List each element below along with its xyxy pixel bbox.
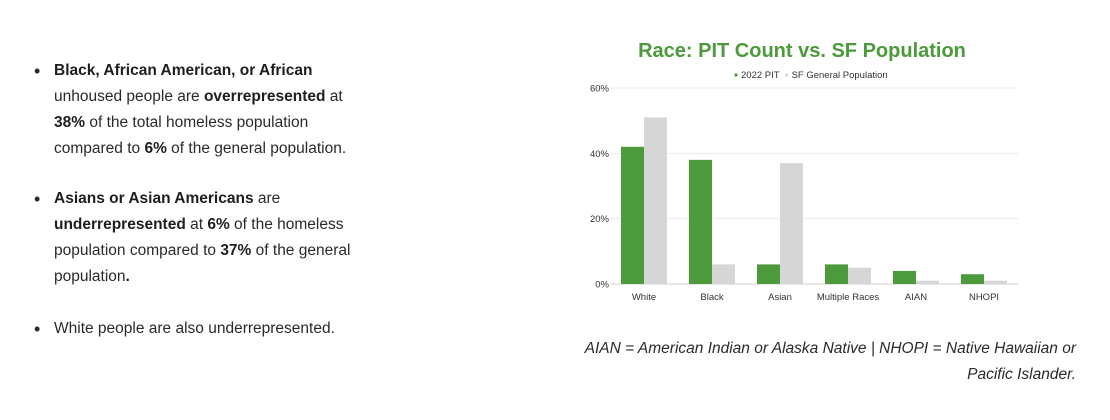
x-tick-label: AIAN: [905, 292, 927, 303]
bullet-black-overrepresented: Black, African American, or African unho…: [34, 58, 374, 162]
bar: [893, 270, 916, 284]
chart-gridlines: [610, 87, 1018, 285]
bullet-text-part: Black, African American, or African: [54, 62, 313, 79]
bullet-asian-underrepresented: Asians or Asian Americans are underrepre…: [34, 186, 374, 290]
y-axis-ticks: 0% 20% 40% 60%: [590, 84, 610, 291]
legend-label: SF General Population: [792, 70, 888, 81]
bullet-text-part: 6%: [207, 216, 230, 233]
x-tick-label: NHOPI: [969, 292, 999, 303]
bullet-text-part: unhoused people are: [54, 88, 204, 105]
bullet-text-part: of the total homeless population compare…: [54, 114, 309, 157]
bar: [644, 117, 667, 285]
bullet-text-part: of the homeless population compared to: [54, 216, 344, 259]
bullet-text-part: White people are also underrepresented.: [54, 320, 335, 337]
chart-caption: AIAN = American Indian or Alaska Native …: [584, 340, 1076, 383]
x-tick-label: Black: [700, 292, 723, 303]
bar: [961, 274, 984, 284]
bullet-text-part: of the general population: [54, 242, 351, 285]
legend-marker: [784, 73, 789, 77]
legend-marker: [734, 73, 738, 77]
bullet-white-underrepresented: White people are also underrepresented.: [34, 316, 374, 342]
legend-label: 2022 PIT: [741, 70, 780, 81]
bar: [689, 159, 712, 284]
bar: [916, 280, 939, 284]
bullet-text-part: 37%: [220, 242, 252, 259]
bullet-text-part: at: [185, 216, 208, 233]
x-tick-label: White: [632, 292, 656, 303]
race-bar-chart: Race: PIT Count vs. SF Population 2022 P…: [590, 40, 1018, 303]
chart-title: Race: PIT Count vs. SF Population: [638, 40, 966, 62]
bullet-text-part: at: [325, 88, 343, 105]
bullet-text-part: .: [125, 268, 130, 285]
chart-bars: [621, 117, 1007, 285]
x-axis-ticks: White Black Asian Multiple Races AIAN NHOPI: [632, 292, 999, 303]
bullet-text-part: are: [253, 190, 281, 207]
bullet-text-part: Asians or Asian Americans: [54, 190, 254, 207]
findings-list: Black, African American, or African unho…: [34, 58, 374, 342]
bar: [780, 163, 803, 284]
bar: [712, 264, 735, 284]
bar: [621, 146, 644, 284]
bar: [848, 267, 871, 284]
bullet-text-part: 6%: [144, 140, 167, 157]
bar: [757, 264, 780, 284]
y-tick-label: 60%: [590, 84, 610, 95]
y-tick-label: 0%: [595, 280, 609, 291]
bar: [825, 264, 848, 284]
bullet-text-part: underrepresented: [54, 216, 186, 233]
chart-legend: 2022 PIT SF General Population: [734, 70, 888, 81]
bullet-text-part: overrepresented: [203, 88, 326, 105]
y-tick-label: 20%: [590, 214, 610, 225]
bullet-text-part: of the general population.: [166, 140, 347, 157]
bullet-text-part: 38%: [54, 114, 86, 131]
x-tick-label: Asian: [768, 292, 792, 303]
y-tick-label: 40%: [590, 149, 610, 160]
bar: [984, 280, 1007, 284]
x-tick-label: Multiple Races: [817, 292, 880, 303]
